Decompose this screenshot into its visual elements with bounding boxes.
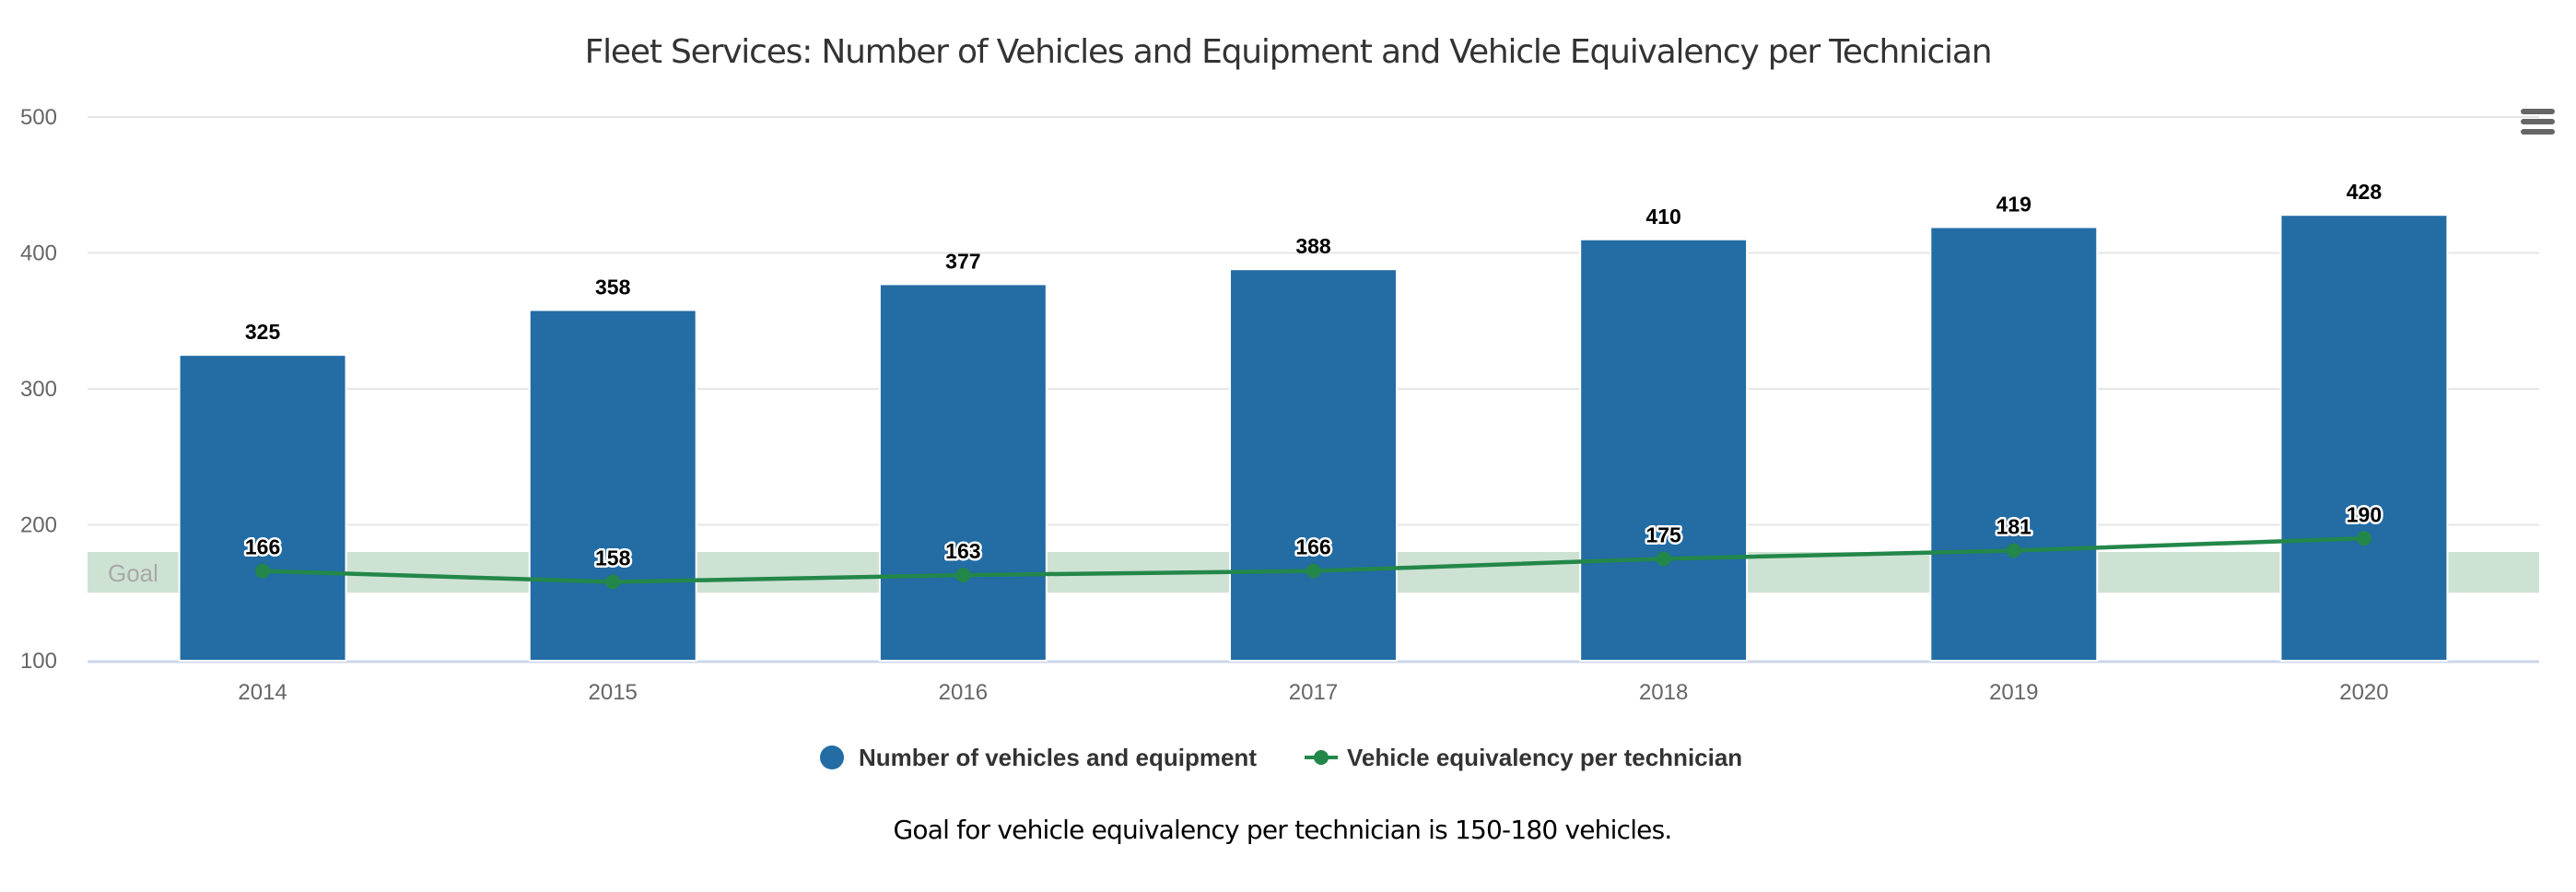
bar: [878, 283, 1048, 662]
x-tick-label: 2015: [589, 680, 638, 705]
bar-data-label: 428: [2347, 180, 2383, 204]
line-point: [255, 563, 271, 579]
legend-label: Number of vehicles and equipment: [859, 744, 1257, 771]
x-tick-label: 2018: [1639, 680, 1688, 705]
goal-band-label: Goal: [108, 559, 158, 587]
bar-data-label: 377: [945, 249, 980, 273]
line-point: [605, 574, 621, 590]
bar-data-label: 388: [1295, 234, 1331, 258]
bar: [178, 354, 347, 662]
y-tick-label: 200: [20, 513, 57, 538]
x-tick-label: 2014: [238, 680, 287, 705]
bar-data-label: 419: [1996, 192, 2032, 216]
bar-data-label: 410: [1645, 205, 1680, 229]
chart-caption: Goal for vehicle equivalency per technic…: [894, 815, 1672, 845]
line-data-label: 175: [1645, 522, 1681, 546]
bar: [528, 309, 697, 662]
line-point: [955, 568, 971, 583]
legend-dot-icon: [1314, 750, 1329, 765]
bar: [1579, 238, 1749, 662]
line-series: [255, 531, 2371, 590]
line-point: [2006, 543, 2021, 558]
bar: [2279, 214, 2449, 662]
line-data-label: 181: [1996, 515, 2032, 539]
line-point: [2356, 531, 2371, 546]
y-tick-label: 100: [20, 649, 57, 674]
x-tick-label: 2019: [1989, 680, 2038, 705]
bar: [1929, 226, 2099, 662]
x-tick-label: 2020: [2339, 680, 2388, 705]
bar-series: [178, 214, 2449, 662]
bar-data-label: 325: [245, 320, 281, 344]
line-point: [1306, 563, 1321, 579]
x-axis: 2014 2015 2016 2017 2018 2019 2020: [238, 680, 2388, 705]
legend-label: Vehicle equivalency per technician: [1347, 744, 1742, 771]
y-axis: 100 200 300 400 500: [20, 105, 57, 674]
data-labels: 325 358 377 388 410 419 428 166 158 163 166 175 181 1…: [242, 180, 2383, 572]
y-tick-label: 500: [20, 105, 57, 130]
bar: [1229, 268, 1398, 662]
line-data-label: 190: [2347, 502, 2382, 526]
legend: Number of vehicles and equipment Vehicle…: [820, 744, 1742, 771]
x-tick-label: 2017: [1289, 680, 1338, 705]
line-data-label: 163: [945, 539, 980, 563]
y-tick-label: 400: [20, 241, 57, 266]
bar-data-label: 358: [595, 275, 631, 299]
x-tick-label: 2016: [939, 680, 988, 705]
legend-circle-icon: [820, 745, 844, 769]
chart-menu-button[interactable]: [2517, 105, 2559, 138]
y-tick-label: 300: [20, 377, 57, 402]
legend-item-bars[interactable]: Number of vehicles and equipment: [820, 744, 1257, 771]
legend-item-line[interactable]: Vehicle equivalency per technician: [1305, 744, 1742, 771]
line-data-label: 166: [1295, 535, 1330, 559]
hamburger-menu-icon: [2521, 109, 2555, 135]
chart-title: Fleet Services: Number of Vehicles and E…: [585, 33, 1992, 71]
line-data-label: 158: [595, 546, 631, 569]
line-point: [1656, 551, 1671, 567]
line-data-label: 166: [245, 535, 280, 559]
